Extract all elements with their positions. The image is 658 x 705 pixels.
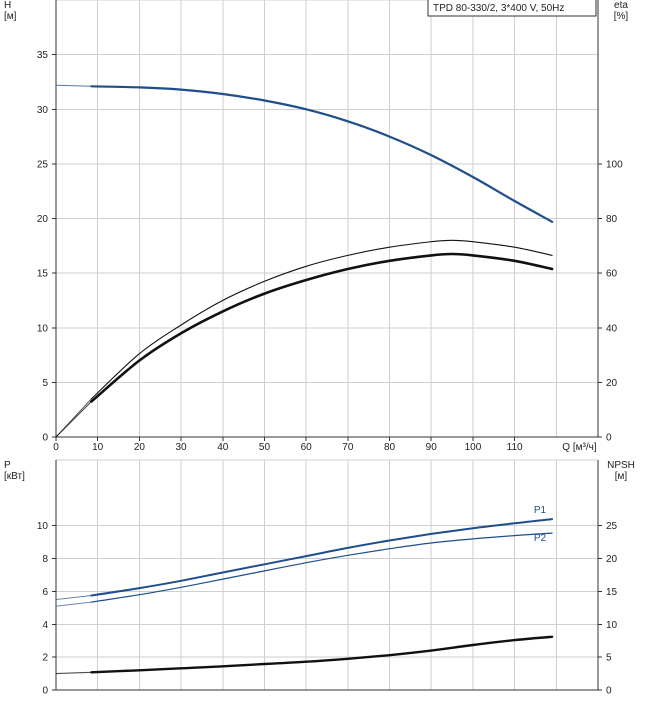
y-axis-label-right: NPSH xyxy=(607,460,635,471)
y-tick-label-right: 100 xyxy=(606,159,623,170)
y-tick-label-left: 5 xyxy=(42,378,48,389)
y-tick-label-left: 0 xyxy=(42,433,48,444)
y-tick-label-right: 20 xyxy=(606,554,618,565)
y-tick-label-left: 25 xyxy=(37,159,49,170)
y-tick-label-left: 8 xyxy=(42,554,48,565)
series-line xyxy=(90,518,554,597)
series-line-extension xyxy=(55,595,92,601)
y-axis-unit-right: [м] xyxy=(615,471,628,482)
y-axis-label-left: H xyxy=(4,0,11,11)
x-tick-label: 100 xyxy=(465,442,482,453)
y-axis-unit-left: [кВт] xyxy=(4,471,25,482)
y-tick-label-right: 60 xyxy=(606,269,618,280)
series-line xyxy=(90,239,553,400)
x-tick-label: 40 xyxy=(217,442,229,453)
y-tick-label-right: 20 xyxy=(606,378,618,389)
series-line xyxy=(90,532,553,603)
y-tick-label-right: 0 xyxy=(606,686,612,697)
y-tick-label-left: 35 xyxy=(37,50,49,61)
x-tick-label: 30 xyxy=(176,442,188,453)
y-tick-label-left: 15 xyxy=(37,269,49,280)
y-tick-label-left: 0 xyxy=(42,686,48,697)
series-line-extension xyxy=(55,401,92,438)
y-tick-label-right: 10 xyxy=(606,620,618,631)
y-axis-label-left: P xyxy=(4,460,11,471)
series-line-extension xyxy=(55,84,92,87)
y-tick-label-right: 80 xyxy=(606,214,618,225)
x-tick-label: 70 xyxy=(342,442,354,453)
title-box xyxy=(427,0,597,17)
y-tick-label-left: 6 xyxy=(42,587,48,598)
series-line-extension xyxy=(55,601,92,607)
y-tick-label-right: 0 xyxy=(606,433,612,444)
x-tick-label: 110 xyxy=(507,442,523,453)
series-label: P1 xyxy=(534,505,547,516)
series-line-extension xyxy=(55,671,92,675)
x-tick-label: 10 xyxy=(92,442,104,453)
x-tick-label: 80 xyxy=(384,442,396,453)
y-tick-label-right: 25 xyxy=(606,521,618,532)
y-axis-unit-left: [м] xyxy=(4,11,17,22)
y-tick-label-left: 20 xyxy=(37,214,49,225)
x-tick-label: 90 xyxy=(426,442,438,453)
y-tick-label-left: 4 xyxy=(42,620,48,631)
y-axis-unit-right: [%] xyxy=(614,11,629,22)
y-tick-label-right: 5 xyxy=(606,653,612,664)
series-label: P2 xyxy=(534,533,547,544)
y-tick-label-right: 40 xyxy=(606,323,618,334)
series-line xyxy=(90,635,554,674)
x-axis-label: Q [м³/ч] xyxy=(562,442,597,453)
x-tick-label: 0 xyxy=(53,442,59,453)
y-tick-label-left: 30 xyxy=(37,105,49,116)
y-axis-label-right: eta xyxy=(614,0,628,11)
series-line xyxy=(90,252,554,403)
x-tick-label: 60 xyxy=(301,442,313,453)
y-tick-label-left: 10 xyxy=(37,521,49,532)
y-tick-label-left: 2 xyxy=(42,653,48,664)
x-tick-label: 50 xyxy=(259,442,271,453)
x-tick-label: 20 xyxy=(134,442,146,453)
y-tick-label-left: 10 xyxy=(37,323,49,334)
chart-title: TPD 80-330/2, 3*400 V, 50Hz xyxy=(433,3,564,14)
series-line xyxy=(90,85,554,223)
y-tick-label-right: 15 xyxy=(606,587,618,598)
